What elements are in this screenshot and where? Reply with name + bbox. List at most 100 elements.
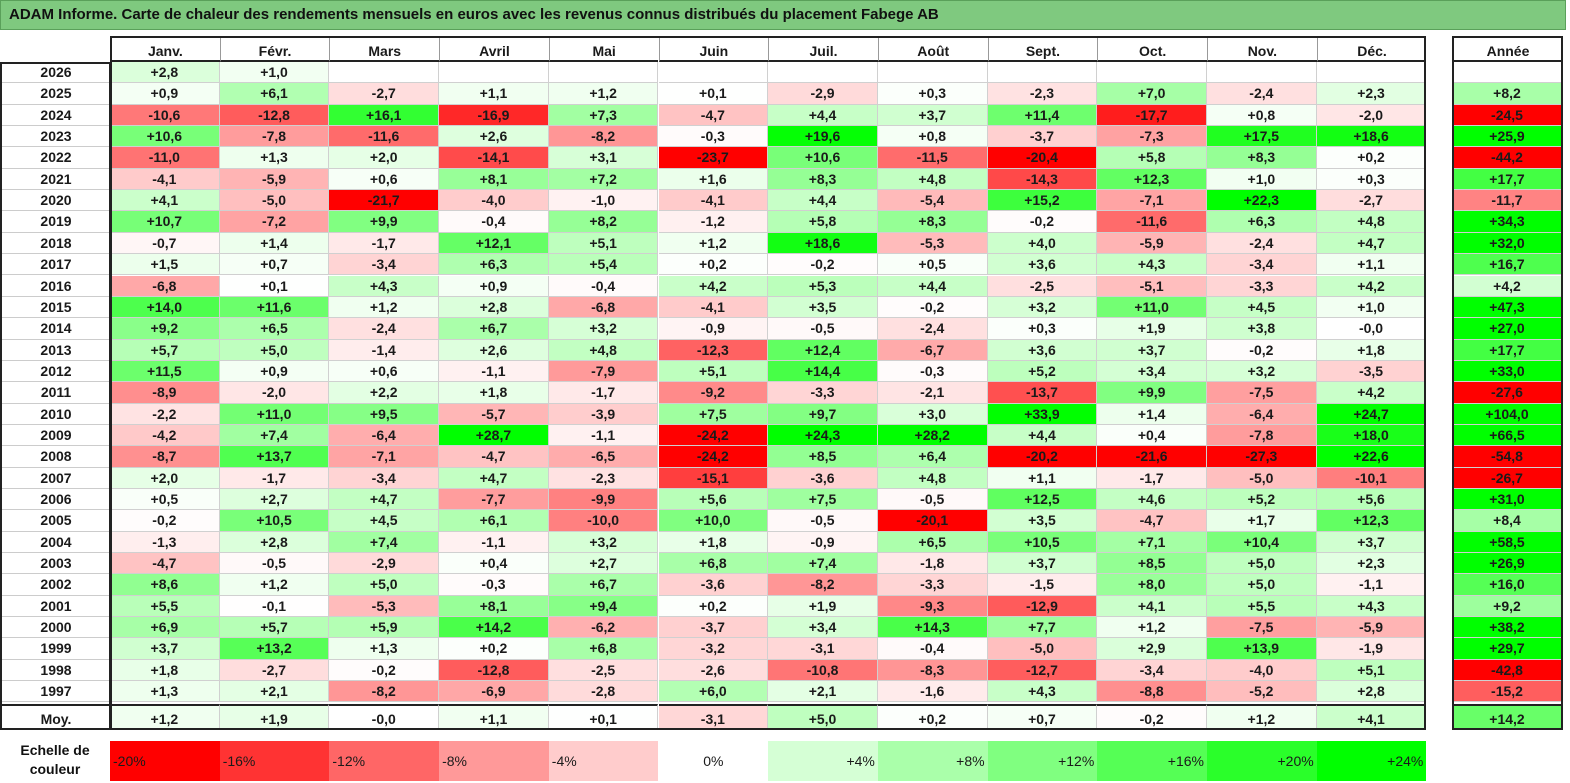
heatmap-cell: +6,5 (877, 531, 988, 554)
heatmap-cell (987, 62, 1098, 84)
heatmap-cell: -3,3 (877, 574, 988, 596)
heatmap-cell: +3,7 (110, 638, 220, 660)
average-cell: -0,0 (329, 703, 440, 730)
heatmap-cell: +1,8 (658, 531, 769, 554)
heatmap-cell: +0,6 (329, 168, 440, 191)
annual-cell: +4,2 (1452, 275, 1563, 297)
heatmap-cell: -1,3 (110, 531, 220, 554)
scale-step: -4% (548, 741, 659, 781)
heatmap-cell: +8,0 (1097, 574, 1207, 596)
heatmap-cell: +1,1 (1316, 254, 1427, 276)
annual-cell: +16,7 (1452, 254, 1563, 276)
heatmap-cell: +4,0 (987, 232, 1098, 255)
heatmap-cell: -0,5 (768, 318, 878, 340)
year-label: 1999 (0, 638, 110, 660)
annual-cell: +26,9 (1452, 553, 1563, 575)
heatmap-cell: -6,2 (548, 617, 659, 639)
heatmap-cell: +9,4 (548, 595, 659, 618)
month-header: Avril (439, 36, 549, 62)
heatmap-cell: -0,2 (1207, 339, 1317, 361)
heatmap-cell: -20,4 (987, 147, 1098, 169)
heatmap-cell: +1,1 (439, 83, 549, 105)
heatmap-cell: +10,6 (768, 147, 878, 169)
heatmap-cell: -2,6 (658, 659, 769, 682)
scale-step: +24% (1316, 741, 1427, 781)
heatmap-cell: +12,4 (768, 339, 878, 361)
heatmap-cell: -4,1 (110, 168, 220, 191)
heatmap-cell: +1,9 (1097, 318, 1207, 340)
heatmap-cell: -11,5 (877, 147, 988, 169)
average-cell: +0,7 (987, 703, 1098, 730)
heatmap-cell: -0,3 (658, 126, 769, 148)
year-label: 2011 (0, 382, 110, 404)
heatmap-cell: +14,4 (768, 360, 878, 383)
heatmap-cell: +3,2 (987, 296, 1098, 319)
heatmap-cell: +8,3 (877, 211, 988, 233)
heatmap-cell (1207, 62, 1317, 84)
heatmap-cell: +10,0 (658, 510, 769, 532)
heatmap-cell: -0,0 (1316, 318, 1427, 340)
heatmap-cell: +28,7 (439, 424, 549, 447)
month-header: Nov. (1207, 36, 1317, 62)
annual-cell: +25,9 (1452, 126, 1563, 148)
heatmap-cell: +8,1 (439, 595, 549, 618)
heatmap-cell: -7,2 (219, 211, 330, 233)
annual-cell: -42,8 (1452, 659, 1563, 682)
heatmap-cell: -3,1 (768, 638, 878, 660)
heatmap-cell: +8,5 (768, 446, 878, 468)
year-label: 2009 (0, 424, 110, 447)
heatmap-cell: +5,4 (548, 254, 659, 276)
heatmap-cell: -3,4 (1097, 659, 1207, 682)
heatmap-cell: +2,8 (110, 62, 220, 84)
heatmap-cell: +14,2 (439, 617, 549, 639)
heatmap-cell: +19,6 (768, 126, 878, 148)
year-label: 2022 (0, 147, 110, 169)
heatmap-cell: -10,6 (110, 104, 220, 127)
heatmap-cell: +6,9 (110, 617, 220, 639)
annual-cell (1452, 62, 1563, 84)
heatmap-cell: +11,4 (987, 104, 1098, 127)
scale-step: +8% (877, 741, 988, 781)
heatmap-cell: -3,3 (1207, 275, 1317, 297)
annual-cell: +17,7 (1452, 168, 1563, 191)
heatmap-cell: -7,3 (1097, 126, 1207, 148)
heatmap-cell: +3,7 (987, 553, 1098, 575)
heatmap-cell: +1,0 (219, 62, 330, 84)
heatmap-cell: +5,7 (110, 339, 220, 361)
heatmap-cell: -10,0 (548, 510, 659, 532)
heatmap-cell: +9,7 (768, 403, 878, 425)
heatmap-cell: -3,6 (768, 467, 878, 489)
heatmap-cell: +0,5 (877, 254, 988, 276)
heatmap-cell (877, 62, 988, 84)
heatmap-cell: +6,8 (658, 553, 769, 575)
heatmap-cell: -0,2 (329, 659, 440, 682)
heatmap-cell: +7,3 (548, 104, 659, 127)
heatmap-cell: -20,1 (877, 510, 988, 532)
heatmap-cell: +5,2 (987, 360, 1098, 383)
heatmap-cell: -2,4 (1207, 83, 1317, 105)
heatmap-cell: +33,9 (987, 403, 1098, 425)
year-label: 2016 (0, 275, 110, 297)
heatmap-cell: -1,4 (329, 339, 440, 361)
heatmap-cell: -2,7 (219, 659, 330, 682)
heatmap-cell: +0,2 (1316, 147, 1427, 169)
heatmap-cell: +8,6 (110, 574, 220, 596)
heatmap-cell: +22,6 (1316, 446, 1427, 468)
heatmap-cell: +4,4 (768, 104, 878, 127)
heatmap-cell: +1,1 (987, 467, 1098, 489)
scale-step: +20% (1207, 741, 1317, 781)
heatmap-cell: -14,3 (987, 168, 1098, 191)
heatmap-cell: -8,2 (768, 574, 878, 596)
heatmap-cell: -4,7 (1097, 510, 1207, 532)
year-label: 2023 (0, 126, 110, 148)
heatmap-cell: +2,6 (439, 126, 549, 148)
heatmap-cell: -1,0 (548, 190, 659, 212)
page-title: ADAM Informe. Carte de chaleur des rende… (0, 0, 1566, 30)
heatmap-cell: -5,9 (1097, 232, 1207, 255)
month-header: Févr. (219, 36, 330, 62)
heatmap-cell: +1,0 (1207, 168, 1317, 191)
heatmap-cell: -8,7 (110, 446, 220, 468)
heatmap-cell: -0,2 (110, 510, 220, 532)
heatmap-cell: +1,6 (658, 168, 769, 191)
heatmap-cell: -4,7 (658, 104, 769, 127)
